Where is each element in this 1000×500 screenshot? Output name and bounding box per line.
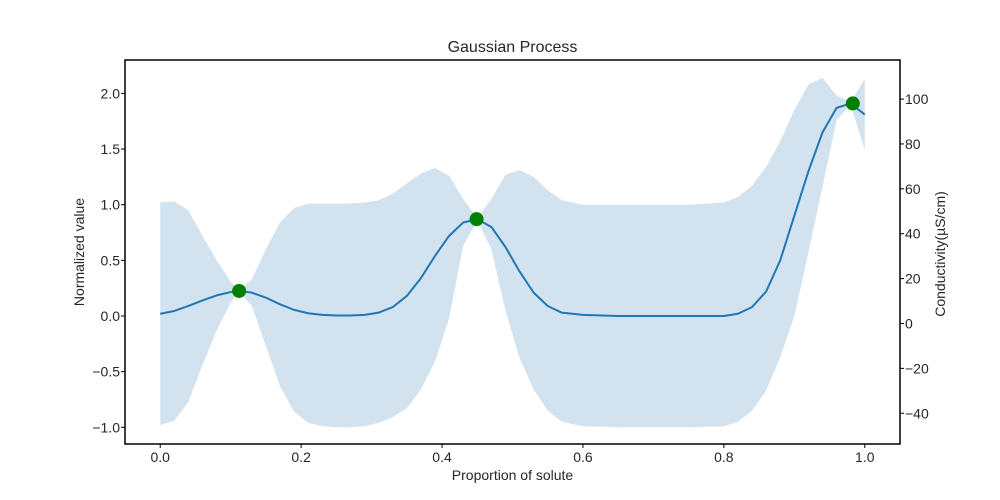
x-tick-label: 1.0 — [855, 449, 875, 465]
y-tick-label: 0.5 — [101, 252, 121, 268]
y-tick-label: 1.0 — [101, 197, 121, 213]
x-tick-label: 0.2 — [291, 449, 311, 465]
y-tick-label: 2.0 — [101, 85, 121, 101]
chart-title: Gaussian Process — [448, 39, 578, 56]
y2-tick-label: 40 — [905, 226, 921, 242]
observation-point — [469, 212, 484, 227]
y2-tick-label: 60 — [905, 181, 921, 197]
y-axis-right: −40 −20 0 20 40 60 80 100 — [900, 91, 929, 421]
x-axis-label: Proportion of solute — [452, 467, 574, 483]
x-tick-label: 0.0 — [150, 449, 170, 465]
y2-tick-label: 20 — [905, 271, 921, 287]
observation-point — [232, 283, 247, 298]
y2-tick-label: 0 — [905, 315, 913, 331]
y2-tick-label: 80 — [905, 136, 921, 152]
plot-area — [160, 77, 866, 428]
y-tick-label: −1.0 — [92, 419, 120, 435]
x-tick-label: 0.8 — [714, 449, 734, 465]
y2-tick-label: −20 — [905, 360, 929, 376]
x-tick-label: 0.6 — [573, 449, 593, 465]
mean-line — [160, 102, 866, 317]
y-axis-label: Normalized value — [71, 198, 87, 306]
y-axis-right-label: Conductivity(µS/cm) — [932, 191, 948, 317]
y-axis-left: −1.0 −0.5 0.0 0.5 1.0 1.5 2.0 — [92, 85, 125, 435]
x-axis: 0.0 0.2 0.4 0.6 0.8 1.0 — [150, 444, 875, 465]
y-tick-label: 0.0 — [101, 308, 121, 324]
confidence-band — [160, 77, 865, 428]
y2-tick-label: −40 — [905, 405, 929, 421]
x-tick-label: 0.4 — [432, 449, 452, 465]
plot-frame — [124, 59, 901, 445]
observation-point — [845, 96, 860, 111]
y2-tick-label: 100 — [905, 91, 929, 107]
y-tick-label: −0.5 — [92, 364, 120, 380]
y-tick-label: 1.5 — [101, 141, 121, 157]
